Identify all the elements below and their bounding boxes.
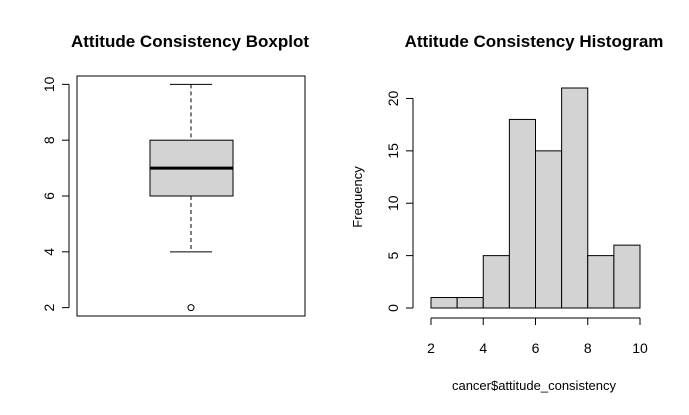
boxplot-frame: [76, 75, 306, 317]
histogram-y-tick-label: 5: [385, 252, 401, 260]
histogram-x-tick-label: 8: [584, 340, 592, 356]
boxplot-y-tick-label: 2: [41, 304, 57, 312]
histogram-y-axis: 0 5 10 15 20: [385, 90, 414, 312]
histogram-bars: [430, 87, 641, 309]
boxplot-panel: Attitude Consistency Boxplot 2 4 6 8 10: [41, 32, 309, 317]
histogram-bar: [456, 297, 484, 309]
histogram-x-tick-label: 2: [427, 340, 435, 356]
histogram-x-axis: 2 4 6 8 10: [427, 317, 648, 356]
histogram-bar: [535, 150, 563, 309]
boxplot-y-tick-label: 4: [41, 248, 57, 256]
histogram-bar: [508, 118, 536, 309]
histogram-title: Attitude Consistency Histogram: [405, 32, 664, 51]
boxplot-outlier-point: [187, 304, 195, 312]
histogram-y-tick-label: 0: [385, 304, 401, 312]
boxplot-y-axis: 2 4 6 8 10: [41, 76, 70, 312]
boxplot-y-tick-label: 8: [41, 136, 57, 144]
histogram-x-axis-label: cancer$attitude_consistency: [452, 378, 617, 393]
histogram-x-tick-label: 10: [632, 340, 648, 356]
boxplot-marks: [149, 83, 234, 312]
histogram-y-tick-label: 20: [385, 90, 401, 106]
histogram-x-tick-label: 6: [532, 340, 540, 356]
histogram-panel: Attitude Consistency Histogram 05101520 …: [350, 32, 663, 393]
boxplot-title: Attitude Consistency Boxplot: [71, 32, 309, 51]
boxplot-y-tick-label: 10: [41, 76, 57, 92]
histogram-bar: [587, 255, 615, 309]
histogram-bar: [613, 244, 641, 309]
histogram-bar: [561, 87, 589, 309]
histogram-bar: [430, 297, 458, 309]
histogram-y-tick-label: 10: [385, 195, 401, 211]
histogram-y-tick-label: 15: [385, 143, 401, 159]
boxplot-y-tick-label: 6: [41, 192, 57, 200]
histogram-x-tick-label: 4: [479, 340, 487, 356]
histogram-bar: [482, 255, 510, 309]
histogram-y-axis-label: Frequency: [350, 166, 365, 228]
